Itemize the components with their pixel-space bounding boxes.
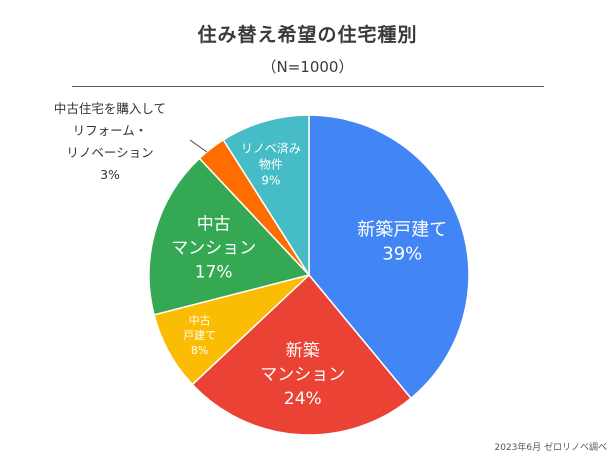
slice-category-label: 中古 [189,314,211,327]
leader-lines [189,139,208,153]
pie-slices [148,114,470,436]
slice-value-label: 17% [195,262,233,282]
slice-labels: 新築戸建て 39%新築マンション 24%中古戸建て 8%中古マンション 17%中古住宅を… [54,101,447,409]
slice-category-label: リフォーム・ [73,123,148,138]
slice-category-label: 新築戸建て [357,220,447,241]
slice-category-label: 新築 [286,341,320,361]
source-note: 2023年6月 ゼロリノベ調べ [494,443,608,453]
slice-label: 新築マンション 24% [260,341,345,409]
title-divider [72,86,544,87]
slice-category-label: マンション [171,238,256,258]
slice-value-label: 39% [382,244,422,265]
pie-slice [222,114,310,278]
slice-value-label: 8% [191,344,208,357]
slice-category-label: マンション [260,365,345,385]
leader-line [189,139,208,153]
slice-category-label: 中古 [197,214,231,234]
pie-slice [308,114,470,400]
slice-value-label: 3% [100,167,120,182]
chart-subtitle: （N=1000） [261,58,354,76]
pie-slice [148,157,311,316]
slice-category-label: リノベ済み [241,141,301,156]
slice-category-label: リノベーション [66,145,153,160]
slice-label: 中古住宅を購入してリフォーム・リノベーション 3% [54,101,166,182]
slice-category-label: 物件 [259,158,283,172]
slice-category-label: 戸建て [183,328,216,342]
chart-title: 住み替え希望の住宅種別 [197,24,418,46]
slice-value-label: 24% [284,389,322,409]
slice-label: 中古マンション 17% [171,214,256,282]
slice-label: 中古戸建て 8% [183,314,216,357]
slice-label: リノベ済み物件 9% [241,141,301,188]
slice-value-label: 9% [261,174,280,188]
slice-label: 新築戸建て 39% [357,220,447,265]
slice-category-label: 中古住宅を購入して [54,101,166,116]
pie-slice [191,273,413,436]
